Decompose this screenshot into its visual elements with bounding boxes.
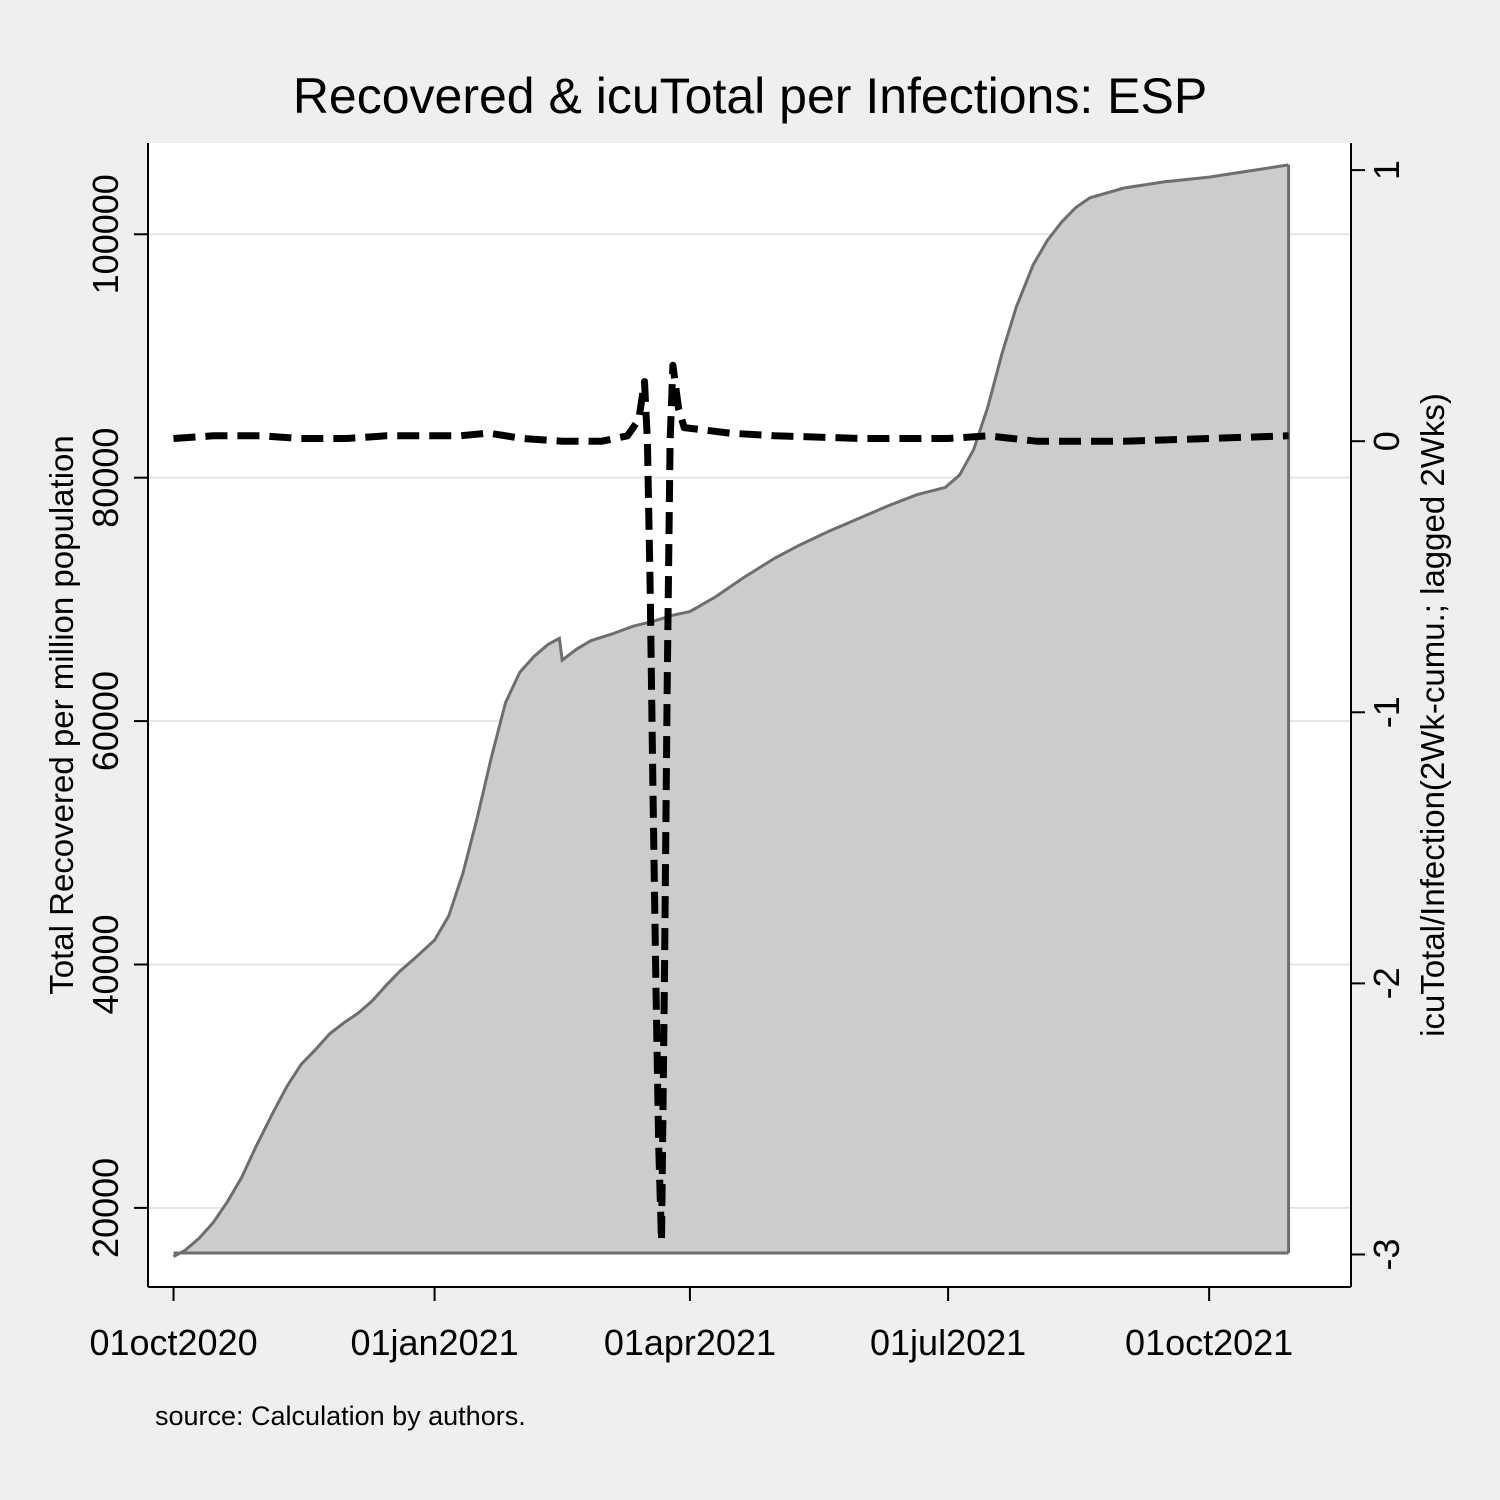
x-tick-label: 01jan2021 <box>350 1322 518 1363</box>
y-left-tick-label: 80000 <box>85 428 126 528</box>
series-layer <box>172 163 1291 1258</box>
y-left-tick-label: 40000 <box>85 914 126 1014</box>
y-right-tick-label: 1 <box>1366 160 1407 180</box>
y-right-tick-label: 0 <box>1366 431 1407 451</box>
x-tick-label: 01oct2021 <box>1125 1322 1293 1363</box>
y-right-axis-title: icuTotal/Infection(2Wk-cumu.; lagged 2Wk… <box>1414 393 1451 1037</box>
y-right-tick-label: -3 <box>1366 1238 1407 1270</box>
y-right-tick-label: -1 <box>1366 696 1407 728</box>
x-tick-label: 01oct2020 <box>89 1322 257 1363</box>
y-left-tick-label: 20000 <box>85 1158 126 1258</box>
y-left-tick-label: 60000 <box>85 671 126 771</box>
axes-layer: 01oct2020 01jan2021 01apr2021 01jul2021 01oc… <box>85 143 1407 1363</box>
y-left-tick-label: 100000 <box>85 174 126 294</box>
y-left-axis-title: Total Recovered per million population <box>43 435 80 995</box>
chart-title: Recovered & icuTotal per Infections: ESP <box>293 68 1207 124</box>
y-right-tick-label: -2 <box>1366 967 1407 999</box>
x-tick-label: 01apr2021 <box>604 1322 776 1363</box>
source-note: source: Calculation by authors. <box>155 1401 526 1431</box>
icu-ratio-line <box>173 361 1289 1245</box>
recovered-area-outline <box>172 163 1289 1258</box>
x-tick-label: 01jul2021 <box>870 1322 1026 1363</box>
